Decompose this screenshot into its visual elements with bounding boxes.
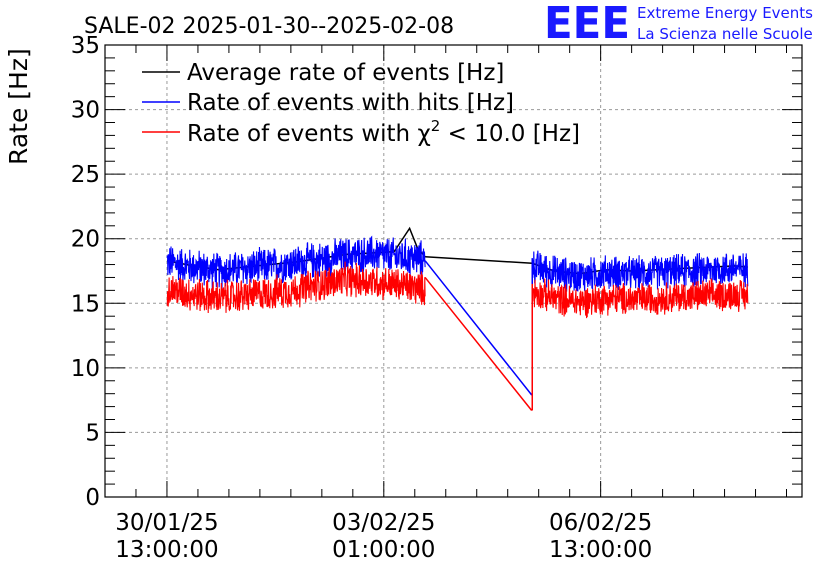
x-tick-label-time: 01:00:00 bbox=[332, 537, 435, 563]
eee-logo: EEE Extreme Energy Events La Scienza nel… bbox=[544, 0, 813, 49]
x-tick-label-date: 06/02/25 bbox=[549, 510, 652, 536]
series-noise-segment bbox=[166, 261, 426, 313]
y-tick-label: 20 bbox=[71, 227, 100, 253]
legend-entry-hits: Rate of events with hits [Hz] bbox=[142, 90, 514, 116]
axis-ticks bbox=[104, 44, 802, 498]
y-tick-label: 10 bbox=[71, 356, 100, 382]
series-line-segment bbox=[425, 256, 533, 264]
y-tick-label: 25 bbox=[71, 162, 100, 188]
logo-eee-text: EEE bbox=[544, 0, 630, 49]
y-tick-label: 30 bbox=[71, 98, 100, 124]
x-tick-label-date: 03/02/25 bbox=[332, 510, 435, 536]
legend: Average rate of events [Hz] Rate of even… bbox=[142, 60, 580, 147]
logo-line-1: Extreme Energy Events bbox=[637, 4, 813, 22]
series-gap-connector bbox=[424, 276, 533, 411]
y-tick-label: 35 bbox=[71, 33, 100, 59]
axes bbox=[104, 44, 803, 498]
series-chi2 bbox=[166, 261, 749, 411]
x-tick-label-time: 13:00:00 bbox=[549, 537, 652, 563]
chart-title: SALE-02 2025-01-30--2025-02-08 bbox=[84, 14, 454, 39]
x-tick-label-date: 30/01/25 bbox=[115, 510, 218, 536]
series-noise-segment bbox=[531, 278, 749, 319]
plot-frame bbox=[104, 44, 803, 498]
y-tick-label: 0 bbox=[85, 485, 100, 511]
legend-entry-chi2: Rate of events with χ2 < 10.0 [Hz] bbox=[142, 117, 580, 147]
y-tick-label: 15 bbox=[71, 291, 100, 317]
grid-lines bbox=[105, 45, 802, 497]
series-gap-connector bbox=[424, 260, 533, 396]
series-noise-segment bbox=[166, 235, 426, 289]
y-axis-title: Rate [Hz] bbox=[4, 48, 33, 165]
legend-entry-average: Average rate of events [Hz] bbox=[142, 60, 504, 86]
x-tick-label-time: 13:00:00 bbox=[115, 537, 218, 563]
series-noise-segment bbox=[531, 250, 749, 292]
series-hits bbox=[166, 235, 749, 396]
legend-label-average: Average rate of events [Hz] bbox=[187, 60, 504, 86]
legend-label-chi2: Rate of events with χ2 < 10.0 [Hz] bbox=[187, 117, 580, 147]
logo-line-2: La Scienza nelle Scuole bbox=[637, 25, 813, 43]
data-series bbox=[166, 226, 749, 411]
axis-tick-labels: 0510152025303530/01/2513:00:0003/02/2501… bbox=[71, 33, 653, 563]
legend-label-hits: Rate of events with hits [Hz] bbox=[187, 90, 514, 116]
y-tick-label: 5 bbox=[85, 420, 100, 446]
